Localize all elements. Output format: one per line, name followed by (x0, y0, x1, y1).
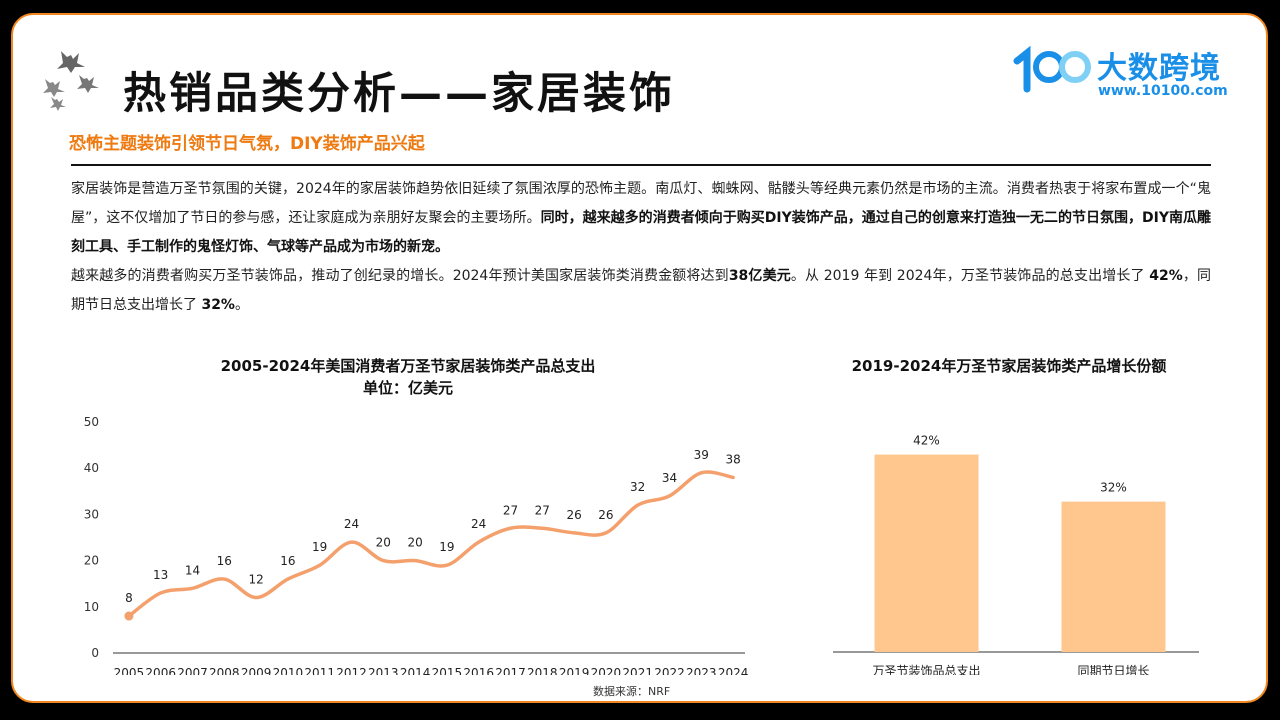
x-tick-label: 2007 (177, 666, 208, 675)
x-tick-label: 2012 (336, 666, 367, 675)
bar-value-label: 42% (913, 434, 940, 448)
y-tick-label: 20 (84, 554, 99, 568)
x-tick-label: 2009 (241, 666, 272, 675)
x-tick-label: 2023 (686, 666, 717, 675)
data-label: 32 (630, 480, 645, 494)
bar-chart-title: 2019-2024年万圣节家居装饰类产品增长份额 (851, 357, 1167, 375)
data-label: 26 (566, 508, 581, 522)
highlight-growth: 42% (1149, 268, 1183, 284)
x-tick-label: 2006 (145, 666, 176, 675)
logo-name: 大数跨境 (1097, 51, 1221, 86)
x-tick-label: 2016 (463, 666, 494, 675)
y-tick-label: 10 (84, 600, 99, 614)
y-tick-label: 30 (84, 507, 99, 521)
data-label: 27 (503, 503, 518, 517)
x-tick-label: 2013 (368, 666, 399, 675)
x-tick-label: 2015 (432, 666, 463, 675)
slide: 热销品类分析——家居装饰 大数跨境 www.10100.com 恐怖主题装饰引领… (11, 13, 1268, 703)
data-label: 19 (312, 540, 327, 554)
data-label: 27 (535, 503, 550, 517)
divider (71, 164, 1211, 166)
paragraph-2-text-2: 。从 2019 年到 2024年，万圣节装饰品的总支出增长了 (790, 268, 1150, 284)
data-label: 8 (125, 591, 133, 605)
logo-mark-icon (1013, 45, 1091, 93)
highlight-amount: 38亿美元 (728, 268, 791, 284)
paragraph-2-text: 越来越多的消费者购买万圣节装饰品，推动了创纪录的增长。2024年预计美国家居装饰… (71, 268, 729, 284)
y-tick-label: 40 (84, 461, 99, 475)
category-label: 同期节日增长 (1077, 664, 1149, 675)
paragraph-1-bold: 同时，越来越多的消费者倾向于购买DIY装饰产品，通过自己的创意来打造独一无二的节… (71, 210, 1211, 255)
highlight-holiday-growth: 32% (201, 297, 235, 313)
data-label: 20 (376, 536, 391, 550)
data-label: 13 (153, 568, 168, 582)
data-label: 20 (407, 536, 422, 550)
x-tick-label: 2019 (559, 666, 590, 675)
start-point-marker (124, 611, 134, 621)
paragraph-2-text-3: ，同期节日总支出增长了 (71, 268, 1212, 313)
bar-value-label: 32% (1100, 481, 1127, 495)
body-text: 家居装饰是营造万圣节氛围的关键，2024年的家居装饰趋势依旧延续了氛围浓厚的恐怖… (71, 175, 1211, 320)
line-chart-title-text: 2005-2024年美国消费者万圣节家居装饰类产品总支出 (220, 357, 596, 375)
data-label: 24 (344, 517, 359, 531)
paragraph-2-end: 。 (234, 297, 249, 313)
data-label: 24 (471, 517, 486, 531)
page-subtitle: 恐怖主题装饰引领节日气氛，DIY装饰产品兴起 (69, 134, 425, 154)
x-tick-label: 2011 (304, 666, 335, 675)
y-tick-label: 0 (91, 646, 99, 660)
x-tick-label: 2022 (654, 666, 685, 675)
line-chart-unit: 单位：亿美元 (362, 379, 453, 397)
data-source: 数据来源：NRF (593, 685, 671, 698)
category-label: 万圣节装饰品总支出 (872, 664, 980, 675)
bar (874, 454, 979, 652)
x-tick-label: 2024 (718, 666, 749, 675)
bar (1061, 501, 1166, 652)
x-tick-label: 2018 (527, 666, 558, 675)
x-tick-label: 2005 (114, 666, 145, 675)
data-label: 12 (248, 573, 263, 587)
data-label: 26 (598, 508, 613, 522)
data-label: 16 (280, 554, 295, 568)
paragraph-1-text: 家居装饰是营造万圣节氛围的关键，2024年的家居装饰趋势依旧延续了氛围浓厚的恐怖… (71, 181, 1211, 226)
x-tick-label: 2020 (591, 666, 622, 675)
data-label: 14 (185, 563, 200, 577)
x-tick-label: 2010 (273, 666, 304, 675)
page-title: 热销品类分析——家居装饰 (123, 69, 675, 119)
data-label: 34 (662, 471, 677, 485)
logo-url: www.10100.com (1098, 83, 1228, 99)
data-label: 39 (694, 448, 709, 462)
x-tick-label: 2014 (400, 666, 431, 675)
line-chart-title: 2005-2024年美国消费者万圣节家居装饰类产品总支出 单位：亿美元 (173, 355, 643, 399)
data-label: 38 (725, 452, 740, 466)
brand-logo: 大数跨境 www.10100.com (1011, 43, 1241, 105)
bar-chart: 42% 万圣节装饰品总支出 32% 同期节日增长 (833, 434, 1199, 675)
series-line (127, 470, 735, 618)
bat-decoration-icon (43, 51, 99, 111)
x-tick-label: 2017 (495, 666, 526, 675)
x-tick-label: 2021 (622, 666, 653, 675)
y-tick-label: 50 (84, 415, 99, 429)
x-tick-label: 2008 (209, 666, 240, 675)
data-label: 19 (439, 540, 454, 554)
data-label: 16 (217, 554, 232, 568)
